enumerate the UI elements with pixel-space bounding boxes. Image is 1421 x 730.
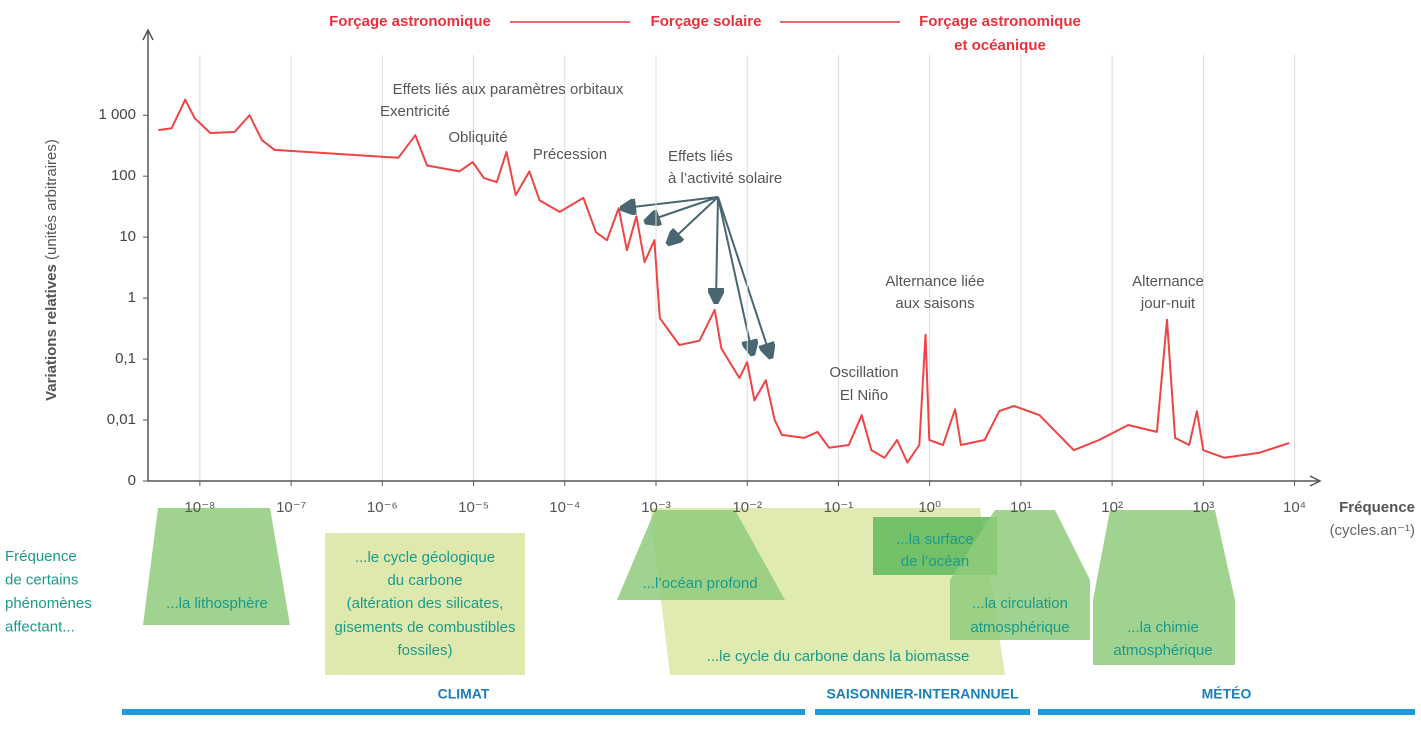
phenomenon-label: ...la circulation [972, 595, 1068, 612]
annotation: jour-nuit [1140, 295, 1196, 312]
annotation: Oscillation [829, 364, 898, 381]
x-tick-label: 10² [1101, 499, 1123, 516]
annotation: Effets liés [668, 148, 733, 165]
x-tick-label: 10⁻¹ [824, 499, 854, 516]
y-axis-label-main: Variations relatives [43, 264, 60, 401]
x-tick-label: 10⁻⁴ [549, 499, 580, 516]
scale-label: CLIMAT [438, 686, 490, 702]
phenomenon-label: du carbone [387, 572, 462, 589]
phenomena-intro: de certains [5, 571, 78, 588]
y-tick-label: 1 [128, 289, 136, 306]
annotation: Effets liés aux paramètres orbitaux [393, 81, 624, 98]
scale-bar [122, 709, 805, 715]
y-tick-label: 10 [119, 228, 136, 245]
spectrum-line [158, 98, 1290, 464]
arrows [624, 196, 770, 355]
phenomena-intro: affectant... [5, 618, 75, 635]
phenomenon-label: (altération des silicates, [347, 595, 504, 612]
annotation: Exentricité [380, 103, 450, 120]
axis-arrow [142, 28, 154, 41]
scale-bar [1038, 709, 1415, 715]
x-tick-label: 10⁻³ [641, 499, 671, 516]
annotation: Obliquité [448, 129, 507, 146]
x-tick-label: 10⁻⁷ [276, 499, 306, 516]
x-tick-label: 10⁻⁸ [184, 499, 215, 516]
phenomenon-box [1093, 510, 1235, 665]
phenomenon-box [617, 510, 785, 600]
scale-label: MÉTÉO [1202, 686, 1252, 702]
y-tick-label: 0,01 [107, 411, 136, 428]
x-axis-label: (cycles.an⁻¹) [1330, 522, 1415, 539]
x-tick-label: 10¹ [1010, 499, 1032, 516]
annotation: Alternance [1132, 273, 1204, 290]
forcing-label: Forçage solaire [651, 13, 762, 30]
y-tick-label: 100 [111, 167, 136, 184]
scale-label: SAISONNIER-INTERANNUEL [826, 686, 1019, 702]
phenomenon-label: atmosphérique [970, 619, 1069, 636]
forcing-label: Forçage astronomique [329, 13, 491, 30]
phenomenon-label: ...la surface [896, 531, 974, 548]
annotation: Précession [533, 146, 607, 163]
annotation: à l’activité solaire [668, 170, 782, 187]
annotation: Alternance liée [885, 273, 984, 290]
x-tick-label: 10⁻⁵ [458, 499, 489, 516]
x-axis-label: Fréquence [1339, 499, 1415, 516]
x-tick-label: 10⁴ [1283, 499, 1306, 516]
forcing-label: Forçage astronomique [919, 13, 1081, 30]
annotation: aux saisons [895, 295, 974, 312]
x-tick-label: 10³ [1193, 499, 1215, 516]
phenomenon-box [325, 533, 525, 675]
y-tick-label: 1 000 [98, 106, 136, 123]
x-tick-label: 10⁻⁶ [367, 499, 398, 516]
phenomenon-label: atmosphérique [1113, 642, 1212, 659]
annotation: El Niño [840, 387, 888, 404]
phenomenon-box [143, 508, 290, 625]
phenomenon-label: de l’océan [901, 553, 969, 570]
y-axis-label-unit: (unités arbitraires) [43, 139, 60, 260]
phenomenon-box [950, 510, 1090, 640]
phenomenon-label: ...la lithosphère [166, 595, 268, 612]
forcing-label: et océanique [954, 37, 1046, 54]
y-tick-label: 0,1 [115, 350, 136, 367]
phenomenon-label: ...le cycle géologique [355, 549, 495, 566]
phenomenon-label: fossiles) [397, 642, 452, 659]
y-axis-label: Variations relatives (unités arbitraires… [43, 139, 60, 401]
x-tick-label: 10⁻² [732, 499, 762, 516]
scale-bar [815, 709, 1030, 715]
phenomena-intro: phénomènes [5, 595, 92, 612]
phenomenon-label: gisements de combustibles [335, 619, 516, 636]
y-tick-label: 0 [128, 472, 136, 489]
phenomenon-label: ...l’océan profond [642, 575, 757, 592]
axis-arrow [1309, 475, 1322, 487]
phenomenon-label: ...le cycle du carbone dans la biomasse [707, 648, 970, 665]
phenomenon-label: ...la chimie [1127, 619, 1199, 636]
x-tick-label: 10⁰ [918, 499, 941, 516]
phenomena-intro: Fréquence [5, 548, 77, 565]
